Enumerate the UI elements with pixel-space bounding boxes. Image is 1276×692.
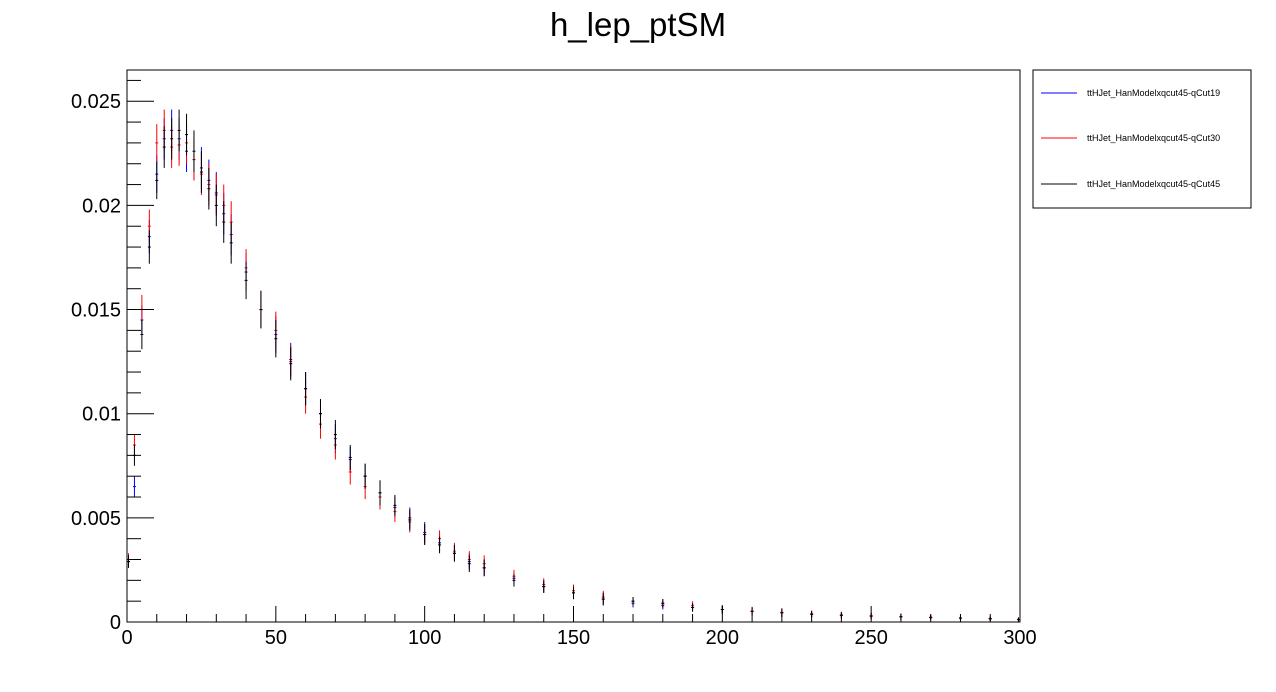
y-tick-label: 0.025 bbox=[71, 91, 121, 113]
data-point bbox=[140, 319, 144, 350]
data-point bbox=[229, 222, 233, 264]
data-point bbox=[348, 444, 352, 470]
data-point bbox=[438, 536, 442, 554]
legend: ttHJet_HanModelxqcut45-qCut19 ttHJet_Han… bbox=[1032, 69, 1252, 209]
data-point bbox=[155, 161, 159, 200]
data-point bbox=[661, 599, 665, 608]
x-tick-label: 50 bbox=[265, 627, 287, 649]
series-3 bbox=[127, 109, 1020, 622]
x-tick-label: 150 bbox=[557, 627, 590, 649]
data-point bbox=[467, 555, 471, 573]
data-point bbox=[289, 347, 293, 381]
x-axis: 0 50 100 150 200 250 300 bbox=[121, 606, 1037, 649]
legend-label-qcut30: ttHJet_HanModelxqcut45-qCut30 bbox=[1087, 133, 1220, 143]
legend-label-qcut19: ttHJet_HanModelxqcut45-qCut19 bbox=[1087, 88, 1220, 98]
data-point bbox=[378, 480, 382, 506]
data-point bbox=[155, 124, 159, 162]
data-point bbox=[333, 419, 337, 450]
data-point bbox=[274, 319, 278, 358]
x-tick-label: 300 bbox=[1003, 627, 1036, 649]
data-point bbox=[162, 126, 166, 168]
x-tick-label: 200 bbox=[706, 627, 739, 649]
series-2 bbox=[127, 109, 1020, 622]
data-point bbox=[199, 151, 203, 193]
y-tick-label: 0.015 bbox=[71, 300, 121, 322]
data-point bbox=[691, 603, 695, 612]
data-point bbox=[147, 230, 151, 264]
y-axis: 0 0.005 0.01 0.015 0.02 0.025 bbox=[71, 79, 154, 634]
data-point bbox=[631, 597, 635, 606]
data-point bbox=[177, 109, 181, 152]
data-point bbox=[318, 399, 322, 429]
data-point bbox=[408, 509, 412, 531]
data-point bbox=[207, 167, 211, 210]
x-tick-label: 250 bbox=[854, 627, 887, 649]
chart-title: h_lep_ptSM bbox=[550, 6, 726, 43]
data-point bbox=[601, 592, 605, 606]
data-point bbox=[572, 586, 575, 600]
data-markers bbox=[127, 109, 1020, 622]
data-point bbox=[423, 524, 427, 545]
data-point bbox=[393, 494, 397, 516]
plot-frame bbox=[126, 69, 1021, 623]
data-point bbox=[127, 555, 130, 568]
data-point bbox=[363, 463, 367, 489]
data-point bbox=[214, 184, 218, 227]
y-tick-label: 0.02 bbox=[82, 195, 121, 217]
legend-label-qcut45: ttHJet_HanModelxqcut45-qCut45 bbox=[1087, 179, 1220, 189]
data-point bbox=[542, 580, 546, 593]
data-point bbox=[132, 476, 136, 498]
data-point bbox=[452, 544, 456, 562]
data-point bbox=[170, 117, 174, 160]
data-point bbox=[185, 113, 189, 156]
plot-area: 0 50 100 150 200 250 300 0 0.005 0.01 0.015 0.02 0.… bbox=[71, 69, 1037, 649]
y-tick-label: 0 bbox=[110, 612, 121, 634]
data-point bbox=[259, 290, 263, 329]
y-tick-label: 0.01 bbox=[82, 404, 121, 426]
data-point bbox=[304, 372, 308, 406]
data-point bbox=[244, 261, 248, 300]
series-1 bbox=[127, 109, 1020, 622]
y-tick-label: 0.005 bbox=[71, 508, 121, 530]
data-point bbox=[512, 574, 516, 587]
data-point bbox=[192, 130, 196, 173]
data-point bbox=[482, 559, 486, 577]
x-tick-label: 0 bbox=[121, 627, 132, 649]
x-tick-label: 100 bbox=[408, 627, 441, 649]
data-point bbox=[222, 201, 226, 243]
